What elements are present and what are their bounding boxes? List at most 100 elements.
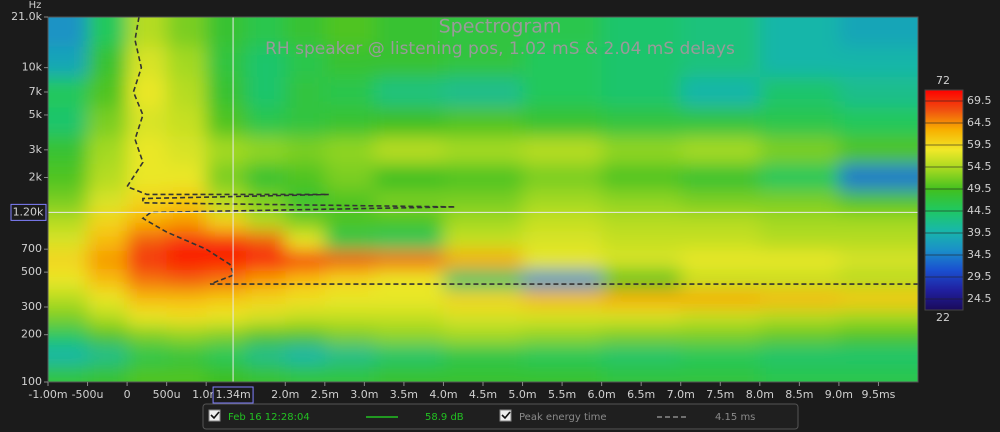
heat-cell xyxy=(206,249,247,271)
heat-cell xyxy=(206,46,247,78)
heat-cell xyxy=(245,46,286,78)
heat-cell xyxy=(245,249,286,271)
heat-cell xyxy=(838,107,918,137)
heat-cell xyxy=(166,364,207,382)
heat-cell xyxy=(443,17,524,47)
heat-cell xyxy=(48,163,89,191)
x-tick-label: 3.0m xyxy=(350,388,378,401)
heat-cell xyxy=(245,325,286,346)
heat-cell xyxy=(838,325,918,346)
heat-cell xyxy=(374,325,444,346)
heat-cell xyxy=(601,211,682,232)
heat-cell xyxy=(838,230,918,251)
y-tick-label: 21.0k xyxy=(11,10,42,23)
heat-cell xyxy=(443,46,524,78)
heat-cell xyxy=(127,76,168,108)
heat-cell xyxy=(166,344,207,366)
heat-cell xyxy=(166,269,207,290)
heat-cell xyxy=(838,307,918,327)
heat-cell xyxy=(374,135,444,165)
colorbar-label: 49.5 xyxy=(967,182,992,195)
heat-cell xyxy=(680,211,761,232)
heat-cell xyxy=(601,163,682,191)
axes: -1.00m -500u 0 500u 1.0m 2.0m 2.5m 3.0m 3.5m 4.0m… xyxy=(10,10,992,404)
x-tick-label: -500u xyxy=(72,388,104,401)
heat-cell xyxy=(522,46,603,78)
heat-cell xyxy=(374,17,444,47)
x-tick-label: 7.5m xyxy=(706,388,734,401)
y-tick-label: 700 xyxy=(21,242,42,255)
heat-cell xyxy=(206,135,247,165)
y-tick-label: 10k xyxy=(22,61,43,74)
heat-cell xyxy=(206,211,247,232)
heat-cell xyxy=(87,325,128,346)
heat-cell xyxy=(374,163,444,191)
y-tick-label: 500 xyxy=(21,265,42,278)
heat-cell xyxy=(245,307,286,327)
check-mark xyxy=(210,411,220,420)
heat-cell xyxy=(374,269,444,290)
heat-cell xyxy=(324,325,375,346)
heat-cell xyxy=(206,288,247,309)
legend-readout: 58.9 dB xyxy=(425,412,464,423)
heat-cell xyxy=(87,189,128,213)
check-mark xyxy=(501,411,511,420)
heat-cell xyxy=(759,249,840,271)
heat-cell xyxy=(245,344,286,366)
heat-cell xyxy=(680,307,761,327)
heat-cell xyxy=(374,189,444,213)
heat-cell xyxy=(374,230,444,251)
heat-cell xyxy=(759,230,840,251)
heat-cell xyxy=(374,249,444,271)
heat-cell xyxy=(759,325,840,346)
heat-cell xyxy=(285,189,326,213)
legend-checkbox[interactable] xyxy=(208,409,221,422)
heat-cell xyxy=(443,269,524,290)
y-tick-label: 7k xyxy=(29,85,43,98)
heat-cell xyxy=(285,269,326,290)
heat-cell xyxy=(324,249,375,271)
heat-cell xyxy=(759,17,840,47)
heat-cell xyxy=(759,288,840,309)
heat-cell xyxy=(206,344,247,366)
heat-cell xyxy=(374,344,444,366)
heat-cell xyxy=(324,107,375,137)
heat-cell xyxy=(245,364,286,382)
heat-cell xyxy=(166,107,207,137)
x-tick-label: 7.0m xyxy=(667,388,695,401)
heat-cell xyxy=(680,344,761,366)
heat-cell xyxy=(48,76,89,108)
heat-cell xyxy=(522,135,603,165)
heat-cell xyxy=(838,364,918,382)
legend-readout: 4.15 ms xyxy=(715,412,755,423)
heat-cell xyxy=(443,344,524,366)
heat-cell xyxy=(87,344,128,366)
heat-cell xyxy=(601,17,682,47)
x-tick-label: 5.5m xyxy=(548,388,576,401)
heat-cell xyxy=(127,364,168,382)
heat-cell xyxy=(285,76,326,108)
heat-cell xyxy=(759,76,840,108)
heat-cell xyxy=(206,163,247,191)
heat-cell xyxy=(127,189,168,213)
heat-cell xyxy=(285,230,326,251)
heat-cell xyxy=(127,17,168,47)
heat-cell xyxy=(324,163,375,191)
heat-cell xyxy=(522,76,603,108)
heat-cell xyxy=(48,344,89,366)
heat-cell xyxy=(48,230,89,251)
y-tick-label: 200 xyxy=(21,328,42,341)
heat-cell xyxy=(87,249,128,271)
heat-cell xyxy=(206,76,247,108)
heat-cell xyxy=(48,17,89,47)
legend-checkbox[interactable] xyxy=(499,409,512,422)
heat-cell xyxy=(443,211,524,232)
heat-cell xyxy=(522,288,603,309)
heat-cell xyxy=(522,189,603,213)
heat-cell xyxy=(601,325,682,346)
heat-cell xyxy=(48,288,89,309)
heat-cell xyxy=(522,344,603,366)
heat-cell xyxy=(48,46,89,78)
x-tick-label: -1.00m xyxy=(28,388,67,401)
heat-cell xyxy=(206,269,247,290)
